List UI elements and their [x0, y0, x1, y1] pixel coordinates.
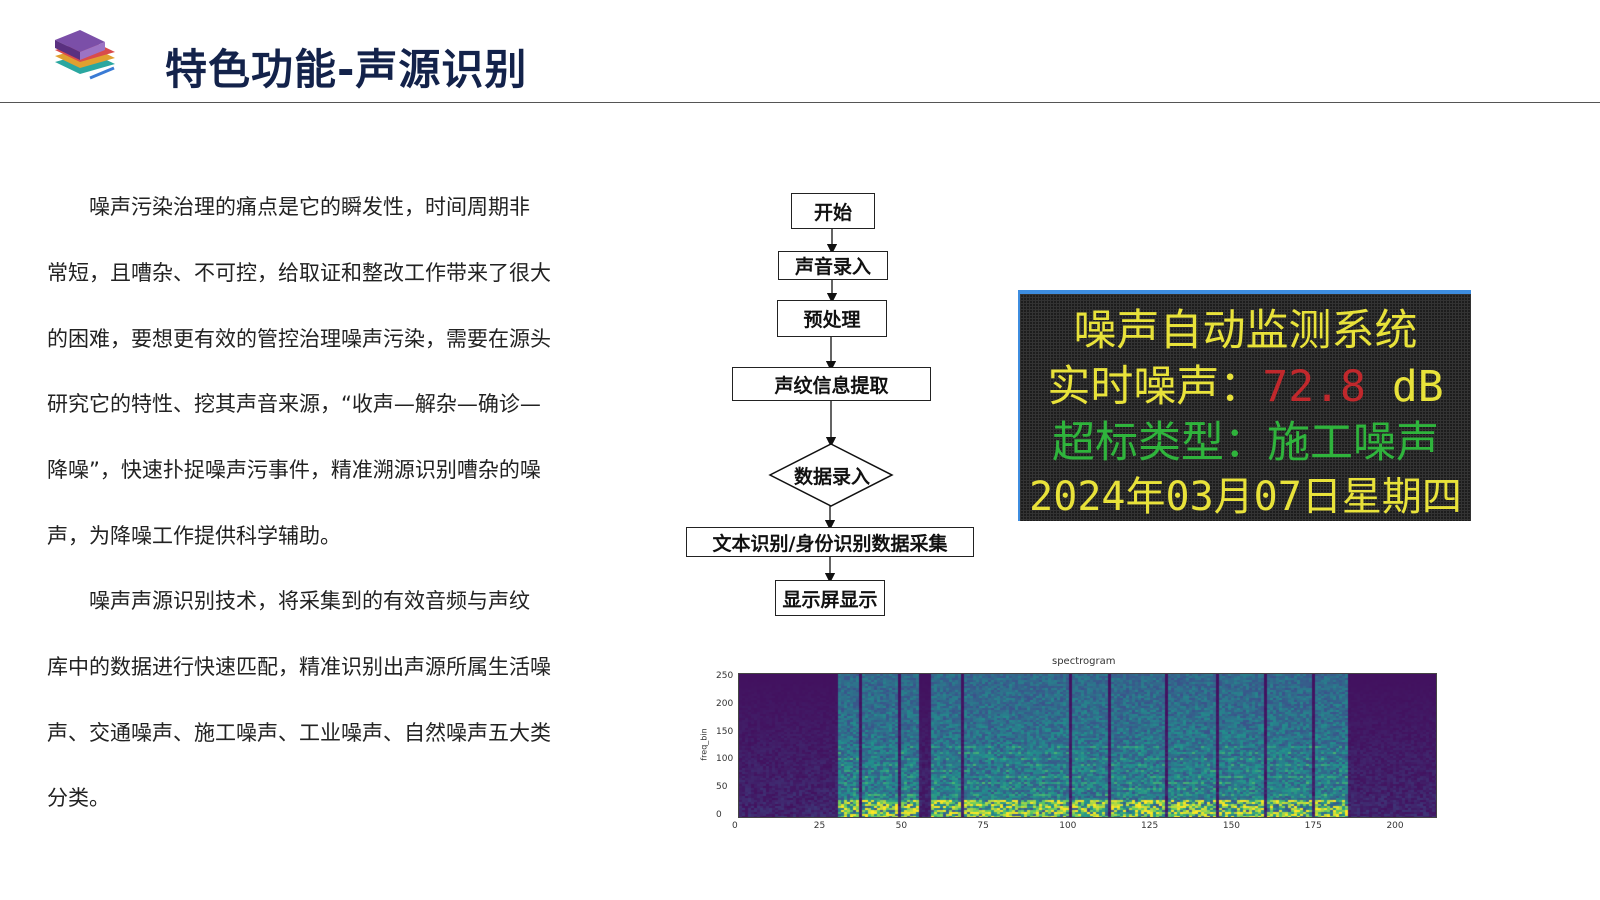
x-tick-label: 25	[813, 821, 826, 831]
text-line: 库中的数据进行快速匹配，精准识别出声源所属生活噪	[47, 654, 551, 679]
led-realtime-noise: 实时噪声：72.8 dB	[1020, 352, 1471, 414]
flowchart-step-preprocess: 预处理	[777, 300, 887, 337]
flowchart-step-recognition: 文本识别/身份识别数据采集	[686, 527, 974, 557]
chart-title: spectrogram	[1052, 656, 1116, 667]
led-exceed-type: 超标类型：施工噪声	[1052, 418, 1439, 468]
flowchart-step-audio-input: 声音录入	[778, 251, 888, 280]
x-tick-label: 50	[895, 821, 908, 831]
y-tick-label: 250	[716, 670, 734, 681]
x-tick-label: 200	[1386, 821, 1404, 831]
text-line: 声、交通噪声、施工噪声、工业噪声、自然噪声五大类	[47, 720, 551, 745]
flowchart-step-display: 显示屏显示	[775, 580, 885, 616]
text-line: 的困难，要想更有效的管控治理噪声污染，需要在源头	[47, 326, 551, 351]
flowchart-step-data-entry: 数据录入	[793, 465, 870, 488]
text-line: 常短，且嘈杂、不可控，给取证和整改工作带来了很大	[47, 260, 551, 285]
paragraph-1: 噪声污染治理的痛点是它的瞬发性，时间周期非 常短，且嘈杂、不可控，给取证和整改工…	[47, 175, 603, 570]
led-date: 2024年03月07日星期四	[1029, 474, 1462, 520]
x-tick-label: 175	[1304, 821, 1322, 831]
led-noise-value: 72.8	[1262, 362, 1366, 412]
x-tick-label: 125	[1141, 821, 1159, 831]
text-line: 噪声污染治理的痛点是它的瞬发性，时间周期非	[47, 195, 530, 219]
y-tick-label: 100	[716, 754, 734, 765]
led-display-panel: 噪声自动监测系统 实时噪声：72.8 dB 超标类型：施工噪声 2024年03月…	[1018, 290, 1471, 521]
led-unit: dB	[1391, 362, 1444, 412]
x-tick-label: 150	[1222, 821, 1241, 831]
flowchart-step-start: 开始	[791, 193, 875, 229]
x-tick-label: 100	[1059, 821, 1077, 831]
y-tick-label: 150	[716, 726, 734, 737]
y-tick-label: 0	[716, 810, 722, 820]
led-title: 噪声自动监测系统	[1073, 306, 1418, 356]
flowchart-step-voiceprint: 声纹信息提取	[732, 367, 931, 401]
x-tick-label: 0	[732, 821, 738, 831]
text-line: 分类。	[47, 786, 110, 811]
flowchart-decision-shape	[768, 443, 894, 507]
x-tick-label: 75	[977, 821, 989, 831]
y-tick-label: 50	[716, 782, 728, 793]
text-line: 声，为降噪工作提供科学辅助。	[47, 523, 341, 548]
led-label: 实时噪声：	[1047, 362, 1263, 412]
y-tick-label: 200	[716, 698, 734, 709]
spectrogram-heatmap	[738, 673, 1437, 818]
paragraph-2: 噪声声源识别技术，将采集到的有效音频与声纹 库中的数据进行快速匹配，精准识别出声…	[47, 569, 603, 832]
text-line: 降噪”，快速扑捉噪声污事件，精准溯源识别嘈杂的噪	[47, 458, 541, 483]
text-line: 噪声声源识别技术，将采集到的有效音频与声纹	[47, 589, 530, 613]
stacked-books-icon	[55, 30, 115, 80]
header-divider	[0, 102, 1600, 103]
text-line: 研究它的特性、挖其声音来源，“收声—解杂—确诊—	[47, 392, 541, 417]
page-title: 特色功能-声源识别	[165, 45, 528, 94]
y-axis-label: freq_bin	[699, 728, 709, 761]
